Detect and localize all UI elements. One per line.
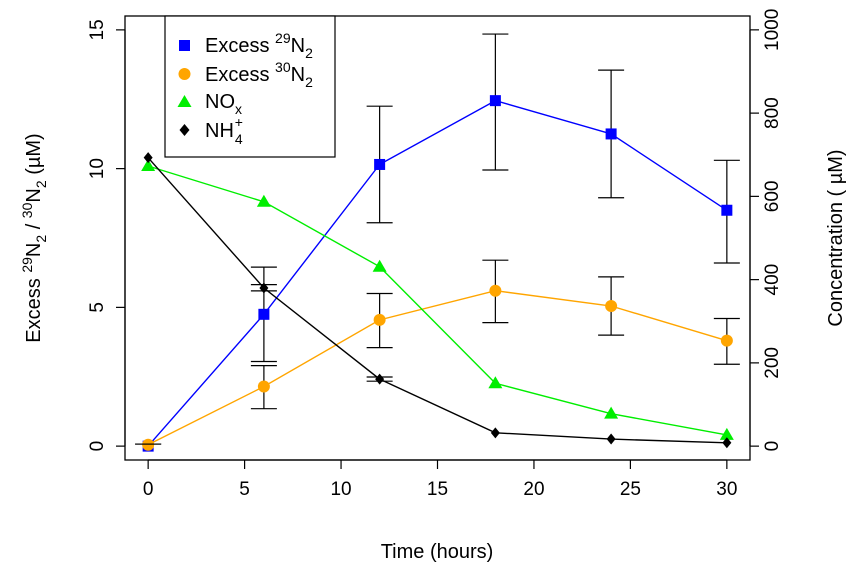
x-tick-label: 15 — [427, 479, 448, 500]
data-point — [604, 406, 619, 419]
data-point — [256, 194, 271, 207]
data-point — [605, 299, 618, 312]
data-point — [372, 259, 387, 272]
x-tick-label: 25 — [620, 479, 641, 500]
data-point — [606, 433, 616, 445]
x-tick-label: 20 — [523, 479, 544, 500]
series-line-excess-30n2 — [147, 289, 728, 446]
data-point — [489, 284, 502, 297]
x-tick-label: 30 — [716, 479, 737, 500]
legend-marker-square — [179, 40, 190, 51]
data-point — [259, 282, 269, 294]
series-line-nox — [147, 165, 728, 436]
series-line-nh4 — [147, 157, 727, 444]
x-tick-label: 5 — [239, 479, 250, 500]
data-point — [720, 334, 733, 347]
x-axis: 0 5 10 15 20 25 30 — [143, 459, 737, 500]
data-point — [722, 437, 732, 449]
y-right-tick-label: 400 — [762, 264, 783, 296]
legend-label-nox: NOx — [205, 91, 242, 117]
data-point — [488, 376, 503, 389]
x-axis-title: Time (hours) — [381, 541, 494, 563]
legend-marker-circle — [178, 68, 191, 80]
y-axis-right: 0 200 400 600 800 1000 — [749, 9, 783, 452]
legend-label-excess-29n2: Excess 29N2 — [205, 30, 313, 61]
legend-marker-diamond — [179, 124, 190, 136]
legend-box — [164, 15, 336, 158]
data-point — [142, 438, 155, 451]
legend-label-excess-30n2: Excess 30N2 — [205, 59, 313, 90]
legend-item-nh4: NH4+ — [179, 114, 243, 147]
legend-item-excess-29n2: Excess 29N2 — [179, 30, 313, 61]
data-point — [605, 128, 617, 140]
data-point — [375, 373, 385, 385]
y-left-tick-label: 15 — [87, 19, 108, 40]
y-left-tick-label: 0 — [87, 441, 108, 452]
series-excess-29n2 — [142, 33, 740, 452]
series-line-excess-29n2 — [147, 99, 728, 447]
series-nox — [141, 158, 734, 440]
data-point — [489, 95, 501, 107]
data-point — [374, 158, 386, 170]
y-axis-left-title: Excess 29N2 / 30N2 (µM) — [19, 133, 49, 342]
legend-marker-triangle — [177, 95, 192, 107]
x-tick-label: 0 — [143, 479, 154, 500]
y-right-tick-label: 0 — [762, 441, 783, 452]
y-axis-right-title: Concentration ( µM) — [825, 149, 847, 326]
legend-label-nh4: NH4+ — [205, 114, 243, 147]
y-left-tick-label: 5 — [87, 302, 108, 313]
data-point — [373, 313, 386, 326]
y-right-tick-label: 1000 — [762, 9, 783, 51]
y-left-tick-label: 10 — [87, 158, 108, 179]
series-layer — [135, 33, 740, 452]
y-right-tick-label: 800 — [762, 97, 783, 129]
legend-item-excess-30n2: Excess 30N2 — [178, 59, 313, 90]
legend: Excess 29N2 Excess 30N2 NOx NH4+ — [164, 15, 336, 158]
data-point — [490, 427, 500, 439]
data-point — [258, 308, 270, 320]
data-point — [143, 152, 153, 164]
data-point — [721, 204, 733, 216]
y-axis-left: 0 5 10 15 — [87, 19, 126, 452]
data-point — [719, 427, 734, 440]
data-point — [257, 380, 270, 393]
y-right-tick-label: 200 — [762, 347, 783, 379]
series-nh4 — [135, 152, 732, 449]
x-tick-label: 10 — [330, 479, 351, 500]
data-point — [141, 158, 156, 171]
series-excess-30n2 — [142, 259, 740, 451]
y-right-tick-label: 600 — [762, 181, 783, 213]
legend-item-nox: NOx — [177, 91, 242, 117]
